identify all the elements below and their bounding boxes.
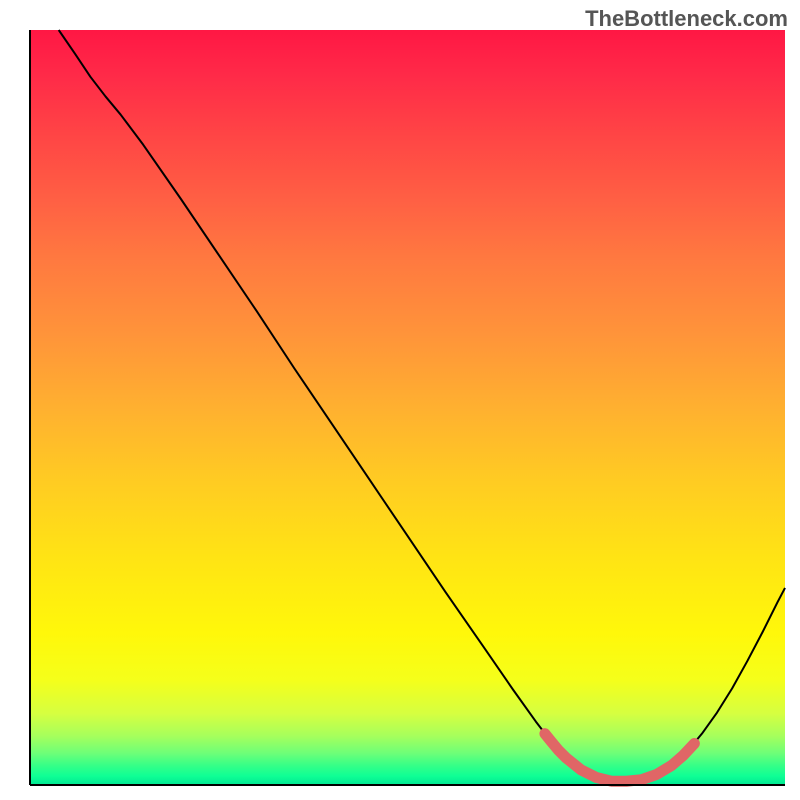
chart-container: TheBottleneck.com <box>0 0 800 800</box>
watermark-text: TheBottleneck.com <box>585 6 788 32</box>
bottleneck-chart <box>0 0 800 800</box>
